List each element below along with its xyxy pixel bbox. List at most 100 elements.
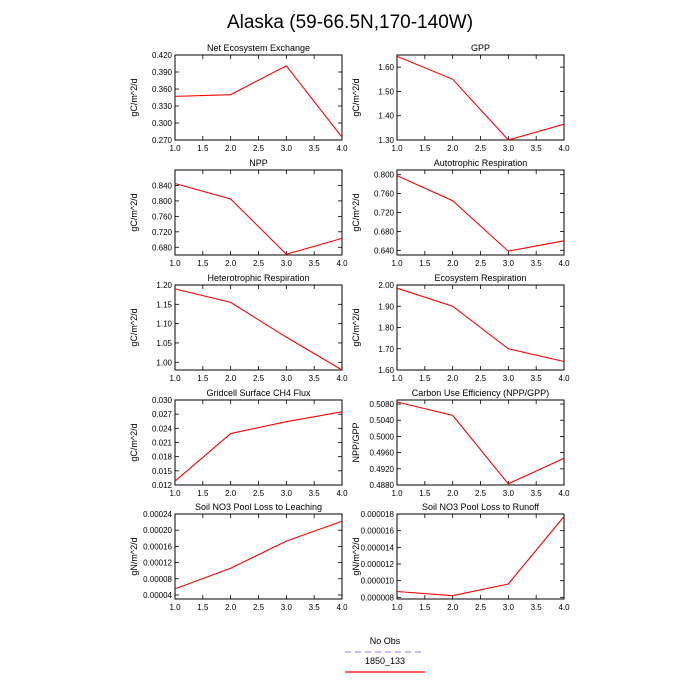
chart-title: NPP [249,158,268,168]
plot-frame [396,54,565,141]
y-tick-label: 1.90 [378,302,394,311]
plot-frame [396,399,565,486]
y-tick-label: 1.20 [156,281,172,290]
series-line-0 [174,182,343,255]
x-tick-label: 1.5 [419,603,431,612]
y-tick-label: 0.800 [374,171,395,180]
y-tick-label: 0.5040 [370,416,395,425]
chart-title: Soil NO3 Pool Loss to Runoff [422,502,539,512]
x-tick-label: 4.0 [336,144,348,153]
y-tick-label: 0.021 [152,439,173,448]
chart-panel-1: GPP gC/m^2/d 1.0 1.5 2.0 2.5 3.0 3.5 4.0 1.30 1.40… [351,43,570,153]
series-line-0 [396,55,565,141]
chart-title: Heterotrophic Respiration [207,273,309,283]
chart-panel-5: Ecosystem Respiration gC/m^2/d 1.0 1.5 2.0 2.… [351,273,570,383]
x-tick-label: 3.5 [531,489,543,498]
plot-frame [396,169,565,256]
y-tick-label: 0.330 [152,102,173,111]
x-tick-label: 4.0 [558,374,570,383]
x-tick-label: 1.5 [197,603,209,612]
x-tick-label: 3.5 [531,374,543,383]
y-tick-label: 0.5080 [370,400,395,409]
chart-panel-4: Heterotrophic Respiration gC/m^2/d 1.0 1.5 2… [129,273,348,383]
y-tick-label: 1.15 [156,300,172,309]
x-tick-label: 2.5 [253,489,265,498]
chart-panel-7: Carbon Use Efficiency (NPP/GPP) NPP/GPP 1.… [351,388,570,498]
y-tick-label: 0.390 [152,68,173,77]
y-axis-label: NPP/GPP [351,422,361,462]
y-axis-label: gN/m^2/d [351,537,361,575]
panels-grid: Net Ecosystem Exchange gC/m^2/d 1.0 1.5 2.0 2… [129,43,570,612]
x-tick-label: 3.5 [531,603,543,612]
x-tick-label: 1.0 [169,144,181,153]
x-tick-label: 4.0 [336,603,348,612]
x-tick-label: 3.0 [281,489,293,498]
y-tick-label: 0.018 [152,453,173,462]
x-tick-label: 4.0 [336,489,348,498]
y-tick-label: 0.00016 [143,542,172,551]
y-tick-label: 0.000008 [361,593,395,602]
x-tick-label: 2.5 [253,374,265,383]
x-tick-label: 1.5 [419,374,431,383]
x-tick-label: 4.0 [558,259,570,268]
x-tick-label: 4.0 [558,144,570,153]
x-tick-label: 2.0 [225,144,237,153]
y-axis-label: gN/m^2/d [129,537,139,575]
x-tick-label: 2.0 [447,489,459,498]
y-tick-label: 1.80 [378,324,394,333]
y-tick-label: 0.030 [152,396,173,405]
plot-frame [174,54,343,141]
x-tick-label: 1.5 [197,374,209,383]
legend: No Obs 1850_133 [345,636,425,673]
x-tick-label: 1.0 [391,489,403,498]
x-tick-label: 2.5 [475,489,487,498]
x-tick-label: 3.0 [503,144,515,153]
y-tick-label: 1.05 [156,339,172,348]
x-tick-label: 2.5 [253,259,265,268]
x-tick-label: 3.5 [309,374,321,383]
x-tick-label: 1.0 [169,489,181,498]
y-tick-label: 0.000012 [361,560,395,569]
y-axis-label: gC/m^2/d [129,78,139,116]
x-tick-label: 3.0 [503,489,515,498]
y-tick-label: 0.640 [374,246,395,255]
figure-title: Alaska (59-66.5N,170-140W) [227,12,473,33]
series-line-0 [174,520,343,590]
series-line-0 [396,516,565,597]
y-axis-label: gC/m^2/d [351,308,361,346]
chart-panel-6: Gridcell Surface CH4 Flux gC/m^2/d 1.0 1.5 2… [129,388,348,498]
x-tick-label: 1.0 [391,259,403,268]
x-tick-label: 2.5 [475,259,487,268]
y-axis-label: gC/m^2/d [129,423,139,461]
x-tick-label: 3.0 [503,374,515,383]
y-tick-label: 0.420 [152,51,173,60]
plot-frame [174,399,343,486]
x-tick-label: 2.0 [447,374,459,383]
x-tick-label: 2.5 [475,144,487,153]
x-tick-label: 1.0 [391,374,403,383]
y-tick-label: 0.270 [152,136,173,145]
y-axis-label: gC/m^2/d [129,193,139,231]
series-line-0 [174,65,343,138]
x-tick-label: 1.0 [391,603,403,612]
y-axis-label: gC/m^2/d [351,193,361,231]
y-tick-label: 1.00 [156,358,172,367]
y-tick-label: 0.00012 [143,559,172,568]
x-tick-label: 3.5 [309,144,321,153]
x-tick-label: 4.0 [558,603,570,612]
y-tick-label: 0.840 [152,181,173,190]
y-tick-label: 0.000018 [361,510,395,519]
chart-title: Ecosystem Respiration [434,273,526,283]
y-tick-label: 0.00004 [143,591,172,600]
chart-title: Autotrophic Respiration [434,158,528,168]
x-tick-label: 1.5 [197,259,209,268]
y-tick-label: 0.680 [152,243,173,252]
x-tick-label: 2.0 [225,259,237,268]
x-tick-label: 3.5 [309,603,321,612]
y-tick-label: 0.800 [152,197,173,206]
x-tick-label: 3.0 [503,603,515,612]
plot-frame [174,169,343,256]
x-tick-label: 1.5 [419,144,431,153]
y-tick-label: 0.300 [152,119,173,128]
series-line-0 [174,411,343,482]
